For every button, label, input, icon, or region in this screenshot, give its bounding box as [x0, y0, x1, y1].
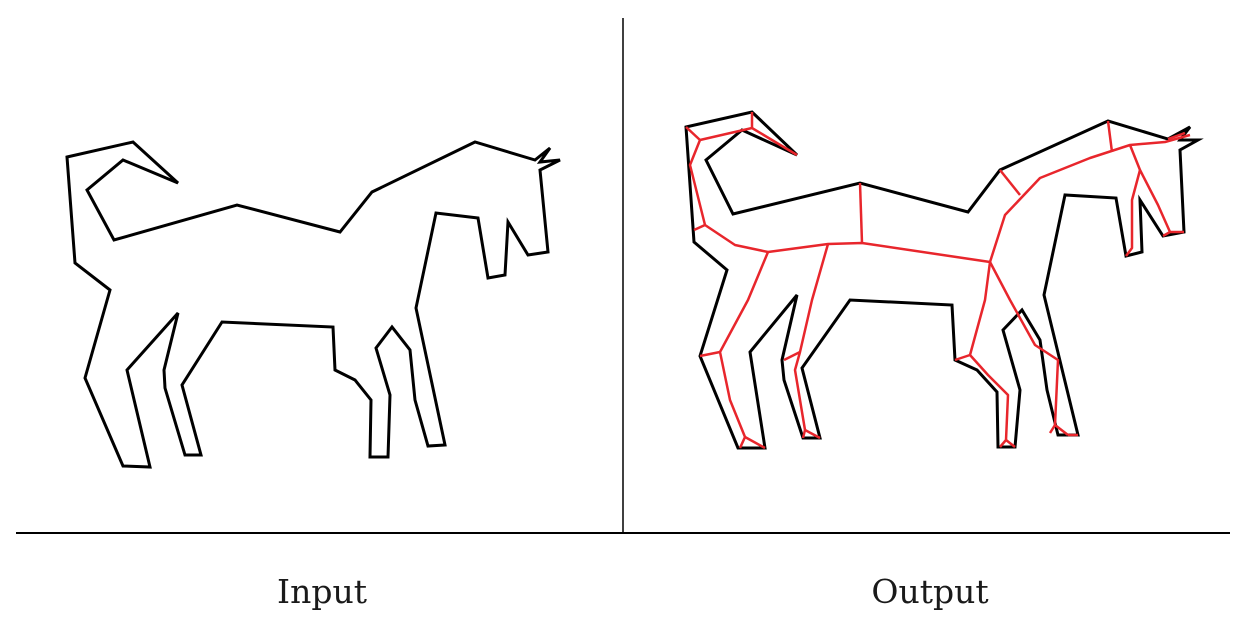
input-panel: [65, 140, 561, 469]
skeleton-front-leg-b-hoof: [1048, 424, 1057, 434]
skeleton-spine: [767, 133, 1191, 264]
skeleton-muzzle-tip: [1162, 230, 1184, 238]
skeleton-rib-mid: [858, 182, 864, 244]
skeleton-front-leg-a: [968, 261, 1010, 448]
skeleton-jaw: [1125, 169, 1142, 257]
skeleton-head: [1128, 144, 1172, 233]
skeleton-tail: [688, 112, 769, 254]
skeleton-tail-base: [693, 223, 706, 232]
skeleton-hind-leg-a: [718, 251, 770, 449]
skeleton-chest: [988, 261, 1069, 436]
skeleton-ear: [1167, 131, 1186, 141]
input-caption: Input: [277, 572, 367, 611]
skeleton-tail-tip: [685, 126, 701, 141]
skeleton-front-leg-a-knee: [954, 353, 971, 362]
skeleton-hind-leg-a-knee: [699, 350, 721, 358]
skeleton-hind-leg-a-hoof: [744, 435, 766, 450]
skeleton-front-leg-a-hoof: [1005, 439, 1016, 448]
skeleton-hind-leg-b-hoof: [804, 428, 821, 440]
skeleton-rib-head: [1106, 120, 1114, 153]
output-horse-outline: [684, 110, 1204, 450]
skeleton-rib-shoulder: [999, 169, 1021, 196]
skeleton-tail-branch: [751, 126, 798, 157]
skeleton-hind-leg-b: [793, 243, 830, 439]
input-horse-outline: [65, 140, 561, 469]
skeleton-hind-leg-b-knee: [783, 350, 801, 362]
output-caption: Output: [871, 572, 989, 611]
output-panel: [684, 110, 1204, 450]
